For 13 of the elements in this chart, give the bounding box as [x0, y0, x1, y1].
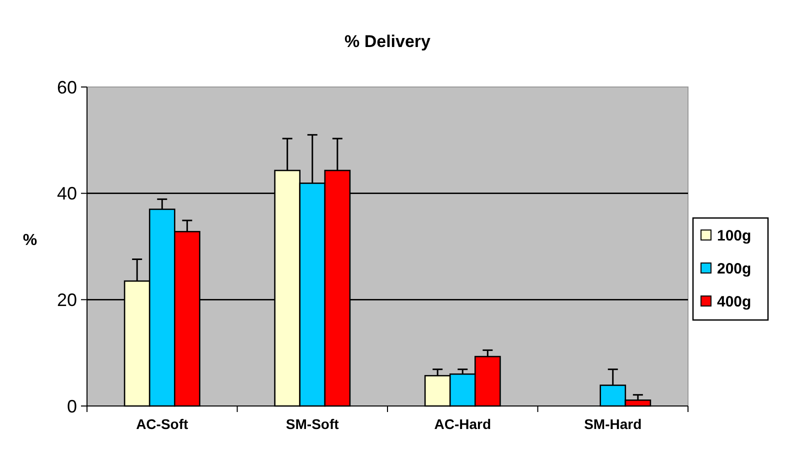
x-tick-label: AC-Hard [434, 416, 492, 432]
x-tick-label: AC-Soft [136, 416, 189, 432]
y-tick-label: 60 [56, 77, 77, 98]
y-axis-title: % [22, 232, 38, 249]
legend-label: 400g [717, 293, 752, 310]
y-tick-label: 40 [56, 184, 77, 204]
legend-label: 100g [717, 227, 752, 244]
chart-title: % Delivery [344, 32, 432, 51]
x-tick-label: SM-Hard [584, 416, 642, 432]
legend-label: 200g [717, 260, 752, 278]
y-tick-label: 20 [56, 290, 77, 310]
y-tick-label: 0 [66, 396, 77, 416]
x-tick-label: SM-Soft [286, 416, 340, 432]
